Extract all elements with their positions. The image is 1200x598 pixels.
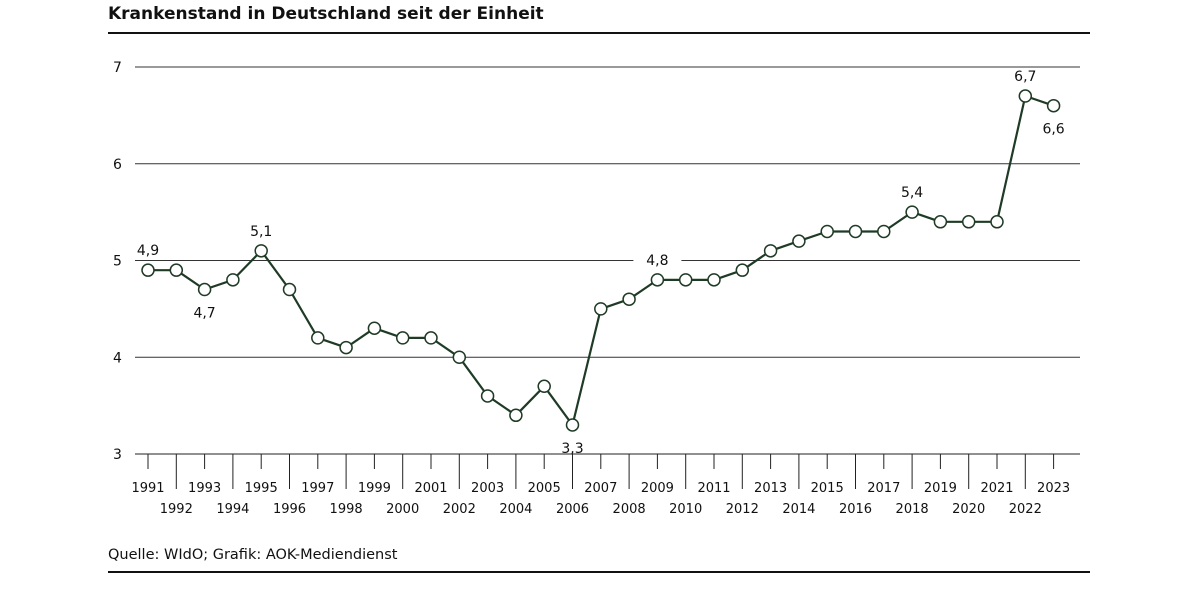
x-tick-label: 2003 <box>471 481 504 496</box>
x-tick-label: 2016 <box>839 502 872 517</box>
x-tick-label: 1996 <box>273 502 306 517</box>
x-tick-label: 2009 <box>641 481 674 496</box>
data-point <box>877 224 891 239</box>
x-tick-label: 2020 <box>952 502 985 517</box>
gridlines <box>135 66 1080 358</box>
y-tick-label: 4 <box>113 350 122 366</box>
x-tick-label: 1992 <box>160 502 193 517</box>
data-point <box>848 224 863 239</box>
data-point <box>594 302 608 316</box>
data-point <box>339 340 353 355</box>
data-point <box>226 273 240 287</box>
label-backdrop <box>633 248 682 269</box>
x-tick-label: 2001 <box>414 481 447 496</box>
data-point <box>1046 98 1061 113</box>
x-tick-label: 2010 <box>669 502 702 517</box>
x-tick-label: 1993 <box>188 481 221 496</box>
data-point <box>707 273 721 287</box>
data-point <box>169 263 184 277</box>
x-tick-label: 1994 <box>216 502 249 517</box>
data-label: 5,1 <box>250 224 272 240</box>
data-point <box>792 234 806 248</box>
x-tick-label: 2008 <box>613 502 646 517</box>
x-tick-label: 2019 <box>924 481 957 496</box>
data-point <box>282 282 297 297</box>
x-tick-label: 1997 <box>301 481 334 496</box>
source-note: Quelle: WIdO; Grafik: AOK-Mediendienst <box>108 547 398 563</box>
y-tick-label: 3 <box>113 447 122 463</box>
x-tick-label: 1998 <box>330 502 363 517</box>
x-axis: 1991 1992 1993 1994 1995 1996 1997 1998 1999 2000… <box>131 453 1080 517</box>
data-point <box>197 282 212 297</box>
x-tick-label: 1999 <box>358 481 391 496</box>
data-label: 4,7 <box>193 306 215 322</box>
chart-title: Krankenstand in Deutschland seit der Ein… <box>108 4 544 24</box>
data-point <box>452 350 467 364</box>
y-tick-label: 7 <box>113 60 122 76</box>
data-point <box>678 273 693 287</box>
data-point <box>480 389 495 403</box>
x-tick-label: 2007 <box>584 481 617 496</box>
x-tick-label: 2011 <box>697 481 730 496</box>
data-point <box>395 331 410 345</box>
y-tick-label: 5 <box>113 254 122 270</box>
data-point <box>254 244 268 258</box>
data-point <box>424 331 438 345</box>
x-tick-label: 2013 <box>754 481 787 496</box>
data-point <box>367 321 382 335</box>
x-tick-label: 2021 <box>980 481 1013 496</box>
x-tick-label: 2012 <box>726 502 759 517</box>
data-point <box>141 263 155 277</box>
x-tick-label: 2006 <box>556 502 589 517</box>
series-krankenstand <box>141 89 1061 432</box>
data-point <box>820 224 834 239</box>
data-point <box>735 263 750 277</box>
data-label: 4,9 <box>137 243 159 259</box>
data-point <box>622 292 636 306</box>
data-point <box>650 273 665 287</box>
data-point <box>763 244 778 258</box>
x-tick-label: 2022 <box>1009 502 1042 517</box>
x-tick-label: 2004 <box>499 502 532 517</box>
data-label: 3,3 <box>561 441 583 457</box>
y-tick-label: 6 <box>113 157 122 173</box>
data-point <box>311 331 325 345</box>
x-tick-label: 2014 <box>782 502 815 517</box>
data-point <box>565 418 580 432</box>
x-tick-label: 2005 <box>528 481 561 496</box>
x-tick-label: 1991 <box>131 481 164 496</box>
data-point <box>1018 89 1033 103</box>
data-point <box>961 215 976 229</box>
x-tick-label: 2018 <box>896 502 929 517</box>
data-label: 6,6 <box>1042 122 1064 138</box>
data-point <box>509 408 523 423</box>
data-point <box>933 215 948 229</box>
data-point <box>905 205 919 219</box>
x-tick-label: 2017 <box>867 481 900 496</box>
data-label: 6,7 <box>1014 69 1036 85</box>
y-axis: 3 4 5 6 7 <box>113 60 122 463</box>
x-tick-label: 2015 <box>811 481 844 496</box>
data-point <box>990 215 1004 229</box>
data-point <box>537 379 551 394</box>
x-tick-label: 2023 <box>1037 481 1070 496</box>
data-labels: 4,9 4,7 5,1 3,3 4,8 5,4 6,7 6,6 <box>137 69 1065 457</box>
data-label: 5,4 <box>901 185 923 201</box>
x-tick-label: 1995 <box>245 481 278 496</box>
x-tick-label: 2002 <box>443 502 476 517</box>
data-label: 4,8 <box>646 253 668 269</box>
x-tick-label: 2000 <box>386 502 419 517</box>
